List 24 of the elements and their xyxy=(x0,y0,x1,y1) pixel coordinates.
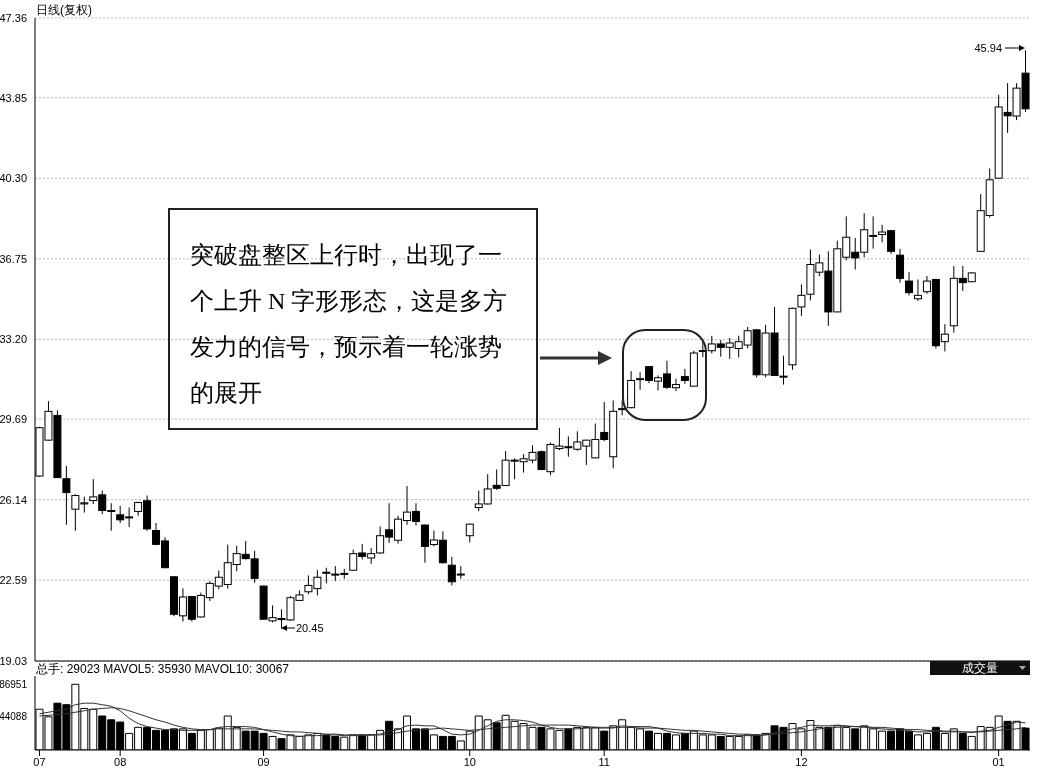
x-tick-label: 08 xyxy=(114,755,127,768)
y-tick-label: 43.85 xyxy=(0,91,27,104)
y-tick-label: 26.14 xyxy=(0,493,27,506)
chart-title: 总手: 29023 MAVOL5: 35930 MAVOL10: 30067 xyxy=(36,661,290,678)
y-tick-label: 47.36 xyxy=(0,11,27,24)
x-tick-label: 09 xyxy=(257,755,270,768)
x-tick-label: 11 xyxy=(598,755,610,768)
y-tick-label: 29.69 xyxy=(0,412,27,425)
annotation: 突破盘整区上行时，出现了一个上升 N 字形形态，这是多方发力的信号，预示着一轮涨势的展开 xyxy=(168,208,538,430)
annotation: 20.45 xyxy=(296,622,324,634)
chart-title: 日线(复权) xyxy=(36,2,92,19)
y-tick-label: 44088 xyxy=(0,711,28,723)
annotation: 45.94 xyxy=(974,42,1002,54)
y-tick-label: 86951 xyxy=(0,678,28,690)
y-tick-label: 33.20 xyxy=(0,333,27,346)
annotation: 成交量 xyxy=(962,661,998,675)
y-tick-label: 36.75 xyxy=(0,252,27,265)
x-tick-label: 01 xyxy=(992,755,1005,768)
x-tick-label: 10 xyxy=(463,755,476,768)
y-tick-label: 22.59 xyxy=(0,574,27,587)
y-tick-label: 19.03 xyxy=(0,654,27,667)
x-tick-label: 12 xyxy=(795,755,808,768)
y-tick-label: 40.30 xyxy=(0,172,27,185)
x-tick-label: 07 xyxy=(33,755,46,768)
